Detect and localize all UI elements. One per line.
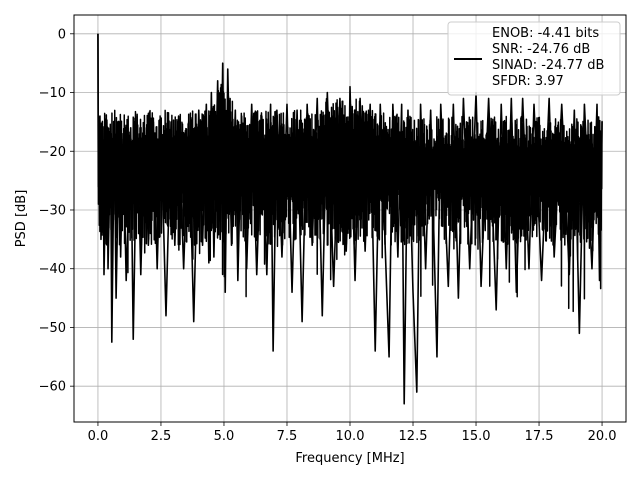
x-tick-label: 10.0: [336, 429, 365, 444]
y-tick-label: −20: [39, 145, 66, 160]
x-tick-label: 12.5: [399, 429, 428, 444]
psd-trace-group: [97, 33, 603, 405]
x-tick-label: 15.0: [462, 429, 491, 444]
x-tick-label: 5.0: [214, 429, 235, 444]
x-tick-label: 20.0: [588, 429, 617, 444]
x-axis-title: Frequency [MHz]: [295, 451, 404, 466]
legend-snr: SNR: -24.76 dB: [492, 42, 590, 57]
y-axis-title: PSD [dB]: [14, 190, 29, 248]
y-tick-label: −40: [39, 262, 66, 277]
x-axis-ticks: 0.0 2.5 5.0 7.5 10.0 12.5 15.0 17.5 20.0: [88, 422, 617, 444]
y-axis-ticks: 0 −10 −20 −30 −40 −50 −60: [39, 27, 74, 395]
y-tick-label: −50: [39, 321, 66, 336]
y-tick-label: 0: [58, 27, 66, 42]
y-tick-label: −10: [39, 86, 66, 101]
y-tick-label: −60: [39, 380, 66, 395]
legend-sinad: SINAD: -24.77 dB: [492, 58, 604, 73]
y-tick-label: −30: [39, 203, 66, 218]
legend-box: [447, 21, 621, 96]
legend-sfdr: SFDR: 3.97: [492, 74, 564, 89]
x-tick-label: 17.5: [525, 429, 554, 444]
x-tick-label: 2.5: [151, 429, 172, 444]
psd-trace-extremes: [97, 33, 603, 405]
x-tick-label: 7.5: [277, 429, 298, 444]
legend-enob: ENOB: -4.41 bits: [492, 26, 599, 41]
x-tick-label: 0.0: [88, 429, 109, 444]
legend: ENOB: -4.41 bits SNR: -24.76 dB SINAD: -…: [447, 21, 621, 96]
